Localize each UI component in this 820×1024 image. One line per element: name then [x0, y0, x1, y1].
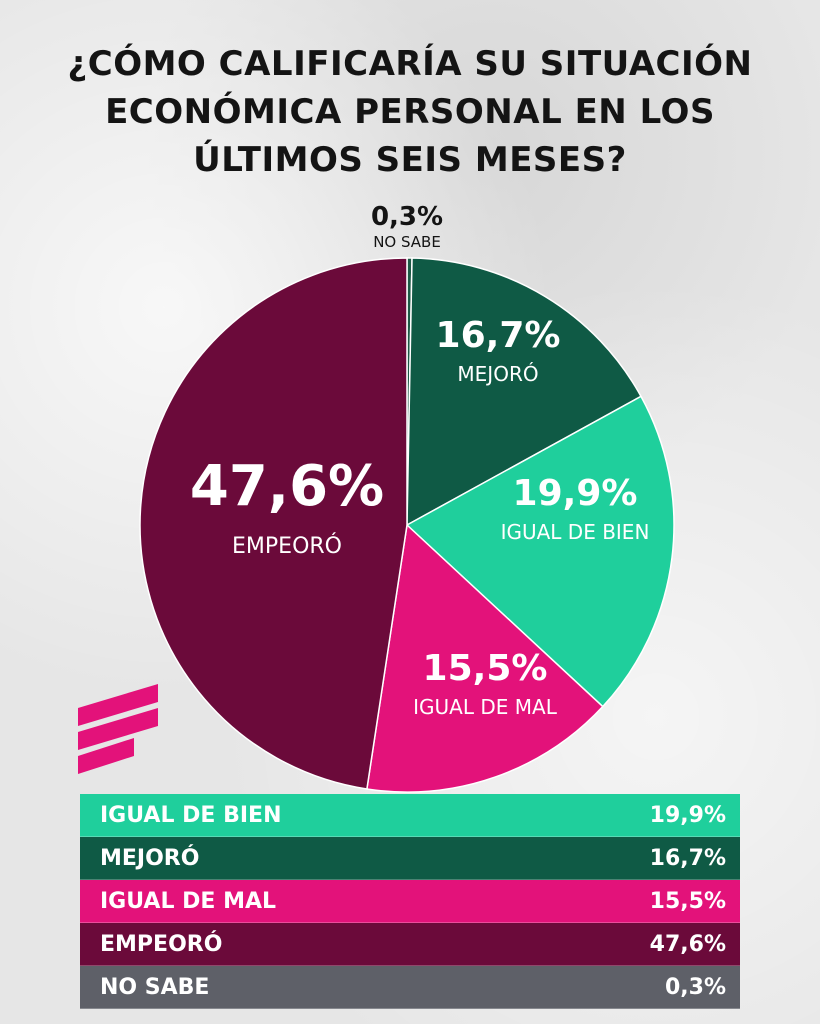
pie-slice-igual-de-mal: [366, 523, 604, 793]
legend-value: 15,5%: [649, 888, 726, 914]
legend-value: 16,7%: [649, 845, 726, 871]
legend-table: IGUAL DE BIEN 19,9% MEJORÓ 16,7% IGUAL DE MA…: [80, 794, 740, 1009]
data-label-value: 47,6%: [190, 454, 384, 519]
legend-row-igual-de-bien: IGUAL DE BIEN 19,9%: [80, 794, 740, 837]
legend-label: EMPEORÓ: [100, 931, 223, 957]
data-label-category: NO SABE: [373, 233, 441, 251]
data-label-value: 19,9%: [513, 473, 638, 514]
legend-value: 0,3%: [664, 974, 726, 1000]
legend-row-igual-de-mal: IGUAL DE MAL 15,5%: [80, 880, 740, 923]
data-label-value: 16,7%: [436, 315, 561, 356]
legend-value: 47,6%: [649, 931, 726, 957]
legend-label: IGUAL DE MAL: [100, 888, 277, 914]
title-line: ÚLTIMOS SEIS MESES?: [193, 140, 627, 180]
data-label-category: EMPEORÓ: [232, 533, 342, 559]
pie-slice-mejoro: [406, 257, 642, 527]
pie-slice-empeoro: [139, 257, 408, 790]
legend-value: 19,9%: [649, 802, 726, 828]
page-title: ¿CÓMO CALIFICARÍA SU SITUACIÓN ECONÓMICA…: [30, 40, 790, 184]
legend-label: MEJORÓ: [100, 845, 200, 871]
legend-label: IGUAL DE BIEN: [100, 802, 282, 828]
data-label-value: 0,3%: [371, 202, 443, 232]
data-label-value: 15,5%: [423, 648, 548, 689]
data-label-category: MEJORÓ: [457, 362, 538, 386]
legend-row-mejoro: MEJORÓ 16,7%: [80, 837, 740, 880]
pie-slice-igual-de-bien: [405, 395, 675, 708]
legend-row-no-sabe: NO SABE 0,3%: [80, 966, 740, 1009]
brand-stripes-icon: [78, 684, 158, 774]
data-label-category: IGUAL DE MAL: [413, 695, 558, 719]
legend-row-empeoro: EMPEORÓ 47,6%: [80, 923, 740, 966]
title-line: ECONÓMICA PERSONAL EN LOS: [105, 92, 715, 132]
legend-label: NO SABE: [100, 974, 210, 1000]
title-line: ¿CÓMO CALIFICARÍA SU SITUACIÓN: [67, 44, 753, 84]
data-label-category: IGUAL DE BIEN: [501, 520, 650, 544]
